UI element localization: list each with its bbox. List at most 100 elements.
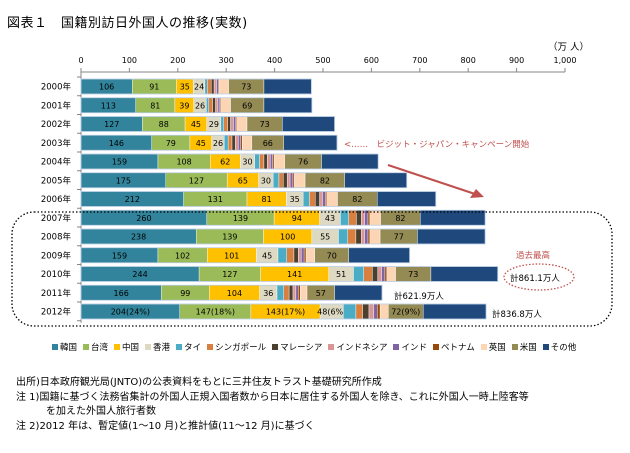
- bar-value-label: 82: [320, 176, 330, 185]
- bar-segment: [286, 172, 291, 188]
- x-tick-label: 400: [267, 56, 282, 65]
- bar-segment: [220, 116, 224, 132]
- year-label: 2010年: [41, 269, 72, 280]
- bar-value-label: 73: [260, 120, 270, 129]
- legend-swatch: [52, 344, 58, 350]
- bar-value-label: 166: [114, 289, 129, 298]
- year-label: 2012年: [41, 307, 72, 318]
- bar-segment: [353, 266, 364, 282]
- bar-segment: [344, 172, 407, 188]
- legend-label: 英国: [488, 343, 506, 353]
- bar-value-label: 30: [261, 176, 271, 185]
- bar-value-label: 100: [280, 233, 295, 242]
- bar-segment: [273, 153, 285, 170]
- bar-value-label: 45: [191, 120, 201, 129]
- legend-label: シンガポール: [215, 343, 267, 353]
- bar-segment: [340, 210, 349, 226]
- bar-segment: [238, 135, 241, 151]
- bar-segment: [283, 285, 290, 301]
- annotations: <…… ビジット・ジャパン・キャンペーン開始 過去最高 計861.1万人 計62…: [11, 139, 613, 327]
- bar-segment: [259, 153, 265, 170]
- bar-segment: [276, 285, 284, 301]
- bar-value-label: 159: [112, 251, 127, 260]
- legend-swatch: [542, 344, 549, 350]
- x-axis: 0 100 200 300 400 500 600 700 800 900 1,000: [77, 56, 576, 323]
- bar-segment: [230, 116, 234, 132]
- x-tick-label: 900: [509, 56, 524, 65]
- legend-item: マレーシア: [272, 341, 322, 353]
- year-label: 2011年: [41, 288, 72, 299]
- bar-segment: [303, 247, 307, 263]
- x-tick-label: 0: [78, 56, 83, 65]
- bar-value-label: 57: [316, 289, 326, 298]
- bar-outline: [80, 303, 487, 320]
- bar-value-label: 35: [290, 195, 300, 204]
- legend-label: タイ: [184, 343, 202, 353]
- bar-segment: [286, 247, 295, 263]
- bar-segment: [298, 247, 302, 263]
- bar-segment: [343, 303, 357, 320]
- bar-segment: [379, 303, 389, 320]
- legend-label: 台湾: [91, 343, 109, 353]
- bar-segment: [377, 191, 436, 207]
- year-label: 2004年: [41, 157, 72, 168]
- bar-segment: [362, 303, 370, 320]
- bar-segment: [227, 116, 231, 132]
- bar-value-label: 147(18%): [196, 308, 235, 317]
- bar-segment: [292, 285, 297, 301]
- bar-segment: [224, 135, 229, 151]
- bar-value-label: 82: [395, 214, 405, 223]
- legend-item: その他: [542, 341, 577, 353]
- notes: 出所)日本政府観光局(JNTO)の公表資料をもとに三井住友トラスト基礎研究所作成…: [16, 376, 529, 434]
- bar-outline: [80, 247, 411, 264]
- bar-value-label: 66: [263, 139, 273, 148]
- legend-item: 米国: [511, 341, 537, 353]
- legend-item: 台湾: [83, 341, 108, 353]
- bar-segment: [298, 285, 301, 301]
- bar-value-label: 26: [213, 139, 223, 148]
- note-1-continued: を加えた外国人旅行者数: [46, 406, 156, 417]
- bar-value-label: 81: [150, 101, 160, 110]
- stacked-bar-chart: 0 100 200 300 400 500 600 700 800 900 1,000 106 91 3…: [11, 56, 613, 327]
- year-label: 2001年: [41, 100, 72, 111]
- record-high-label: 過去最高: [516, 250, 550, 261]
- bar-segment: [355, 228, 362, 245]
- bar-value-label: 43: [325, 214, 335, 223]
- bar-segment: [208, 97, 213, 113]
- x-tick-label: 1,000: [554, 56, 577, 65]
- x-tick-label: 800: [461, 56, 476, 65]
- note-1: 注 1)国籍に基づく法務省集計の外国人正規入国者数から日本に居住する外国人を除き…: [16, 391, 529, 403]
- bar-segment: [381, 266, 386, 282]
- bar-segment: [282, 116, 335, 132]
- legend-label: 韓国: [60, 343, 78, 353]
- bar-segment: [363, 266, 373, 282]
- bar-segment: [213, 78, 217, 95]
- bar-value-label: 76: [298, 158, 308, 167]
- bar-segment: [272, 153, 275, 170]
- bar-segment: [325, 191, 328, 207]
- bar-value-label: 159: [112, 158, 127, 167]
- bar-segment: [305, 247, 315, 263]
- year-label: 2005年: [41, 175, 72, 186]
- bar-segment: [430, 266, 498, 282]
- total-2012-label: 計836.8万人: [492, 309, 542, 320]
- bar-value-label: 51: [336, 270, 346, 279]
- legend-label: その他: [550, 343, 577, 353]
- bar-segment: [272, 172, 280, 188]
- bar-segment: [235, 135, 239, 151]
- bar-value-label: 146: [109, 139, 124, 148]
- legend-item: 香港: [145, 341, 170, 353]
- legend-item: 中国: [114, 341, 139, 353]
- bar-segment: [210, 78, 215, 95]
- bar-value-label: 204(24%): [111, 308, 150, 317]
- bar-value-label: 48(6%): [317, 308, 346, 317]
- legend-item: 英国: [480, 341, 506, 353]
- bar-value-label: 72(9%): [391, 308, 420, 317]
- bar-value-label: 88: [159, 120, 169, 129]
- bar-segment: [377, 303, 381, 320]
- bar-outline: [80, 153, 379, 170]
- bar-segment: [267, 153, 271, 170]
- bar-segment: [292, 172, 295, 188]
- bar-value-label: 175: [116, 176, 131, 185]
- bar-segment: [367, 210, 371, 226]
